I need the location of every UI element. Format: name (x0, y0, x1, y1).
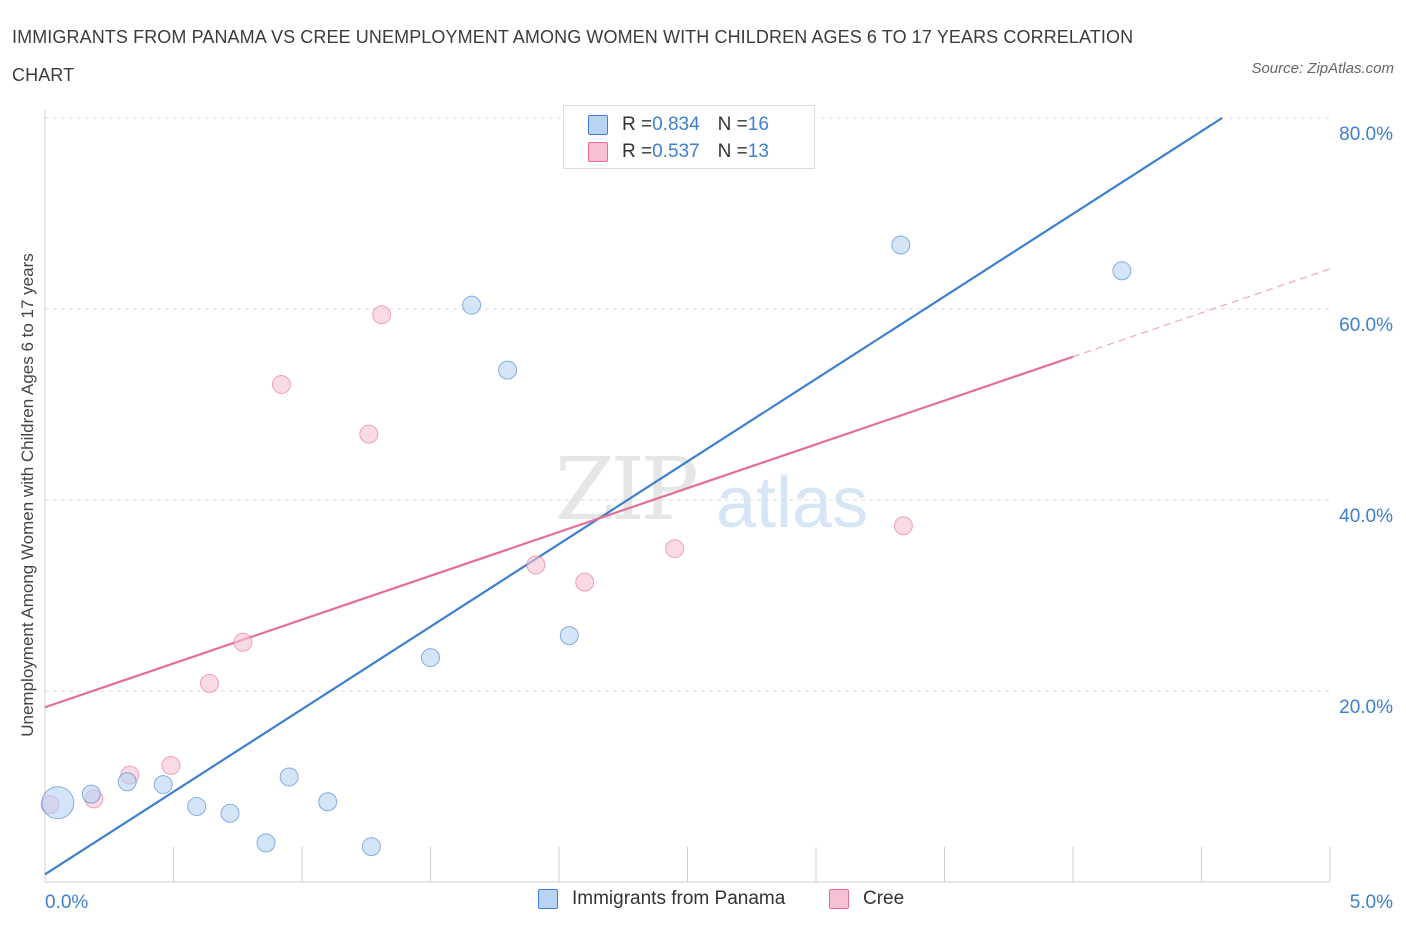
data-point-cree (526, 555, 546, 575)
legend-item-cree[interactable]: Cree (829, 888, 904, 910)
y-tick-label: 80.0% (1339, 124, 1393, 145)
data-point-panama (421, 648, 440, 668)
legend-swatch-panama (538, 889, 558, 909)
data-point-cree (575, 572, 595, 592)
legend-n-value: 16 (747, 114, 769, 135)
correlation-legend: R = 0.834 N = 16 R = 0.537 N = 13 (563, 105, 815, 169)
data-point-panama (498, 360, 518, 380)
legend-n-label: N = (717, 114, 748, 135)
legend-r-label: R = (622, 114, 653, 135)
watermark-atlas: atlas (716, 463, 869, 543)
data-point-panama (891, 235, 911, 255)
legend-row-cree: R = 0.537 N = 13 (588, 141, 769, 163)
data-point-cree (359, 424, 379, 444)
data-point-cree (233, 632, 253, 652)
data-point-panama (187, 797, 207, 817)
legend-swatch-cree (588, 142, 608, 162)
legend-r-label: R = (622, 141, 653, 162)
data-point-cree (271, 374, 291, 394)
data-point-cree (372, 305, 392, 325)
data-point-cree (893, 516, 913, 536)
y-tick-label: 60.0% (1339, 315, 1393, 336)
x-tick-label: 5.0% (1350, 892, 1393, 913)
data-point-panama (361, 837, 381, 857)
data-point-panama (81, 784, 101, 804)
trendline-panama (44, 117, 1223, 876)
source-label: Source: ZipAtlas.com (1251, 60, 1394, 77)
legend-n-value: 13 (747, 141, 769, 162)
data-point-panama (220, 803, 240, 823)
data-point-panama (117, 772, 137, 792)
legend-r-value: 0.834 (652, 114, 700, 135)
data-point-panama (41, 786, 75, 820)
data-point-cree (665, 539, 685, 559)
legend-r-value: 0.537 (652, 141, 700, 162)
legend-row-panama: R = 0.834 N = 16 (588, 114, 769, 136)
data-point-panama (279, 767, 299, 787)
legend-n-label: N = (717, 141, 748, 162)
y-tick-label: 40.0% (1339, 506, 1393, 527)
y-tick-label: 20.0% (1339, 697, 1393, 718)
data-point-cree (161, 755, 181, 775)
watermark-zip: ZIP (555, 440, 699, 540)
data-point-panama (559, 626, 579, 646)
data-point-panama (318, 792, 338, 812)
data-point-panama (256, 833, 276, 853)
data-point-panama (1112, 261, 1132, 281)
data-point-panama (462, 295, 482, 315)
trendline-cree (44, 355, 1074, 709)
legend-swatch-panama (588, 115, 608, 135)
legend-item-panama[interactable]: Immigrants from Panama (538, 888, 785, 910)
series-legend: Immigrants from Panama Cree (0, 888, 1406, 916)
data-point-panama (153, 775, 173, 795)
data-point-cree (199, 673, 219, 693)
legend-label-cree: Cree (863, 888, 905, 909)
legend-swatch-cree (829, 889, 849, 909)
x-tick-label: 0.0% (45, 892, 88, 913)
legend-label-panama: Immigrants from Panama (572, 888, 786, 909)
trendline-extension-cree (1072, 268, 1331, 358)
chart-title: IMMIGRANTS FROM PANAMA VS CREE UNEMPLOYM… (12, 27, 1134, 85)
